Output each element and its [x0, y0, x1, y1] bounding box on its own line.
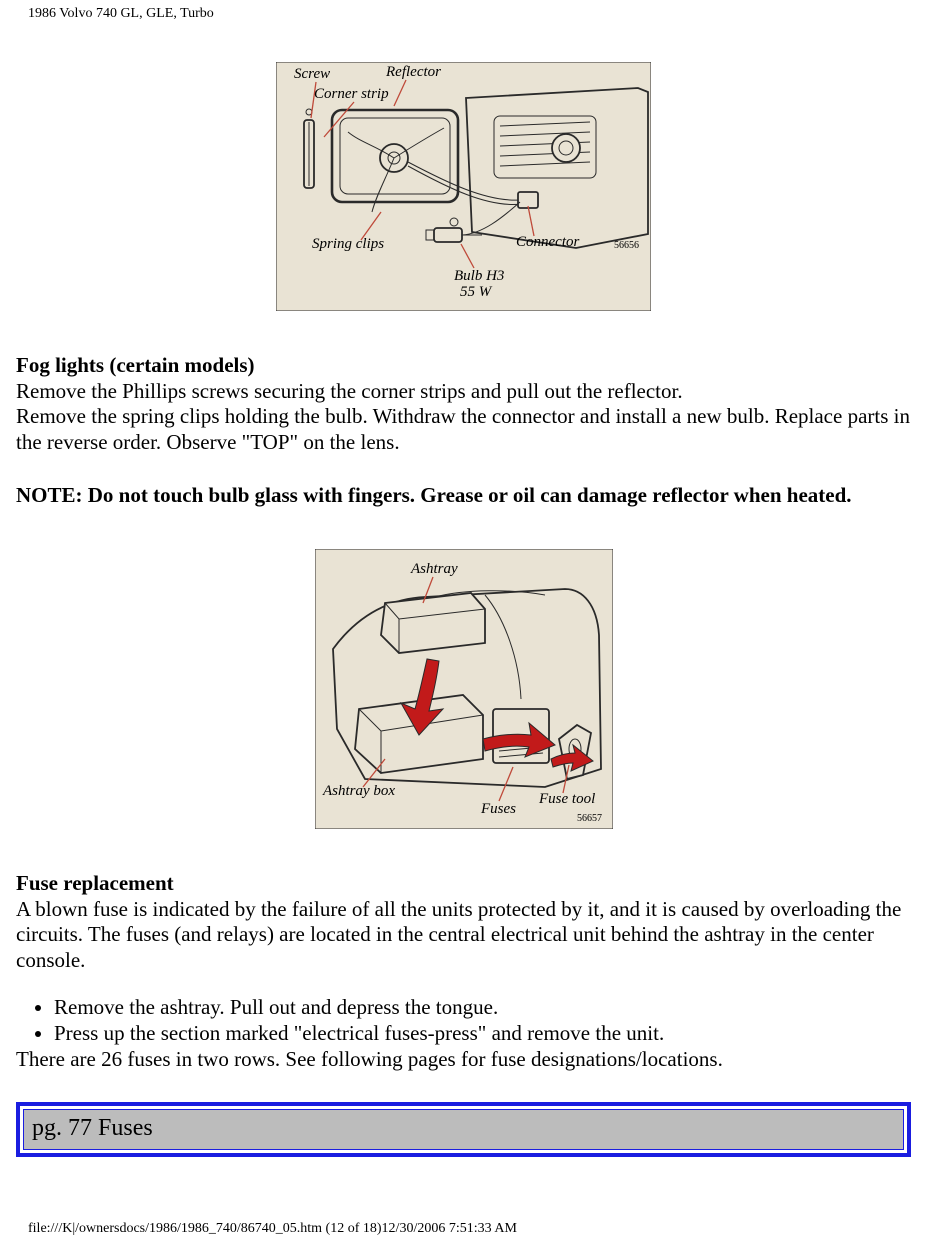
lbl-reflector: Reflector	[385, 64, 441, 80]
section2-p1: A blown fuse is indicated by the failure…	[16, 897, 901, 972]
footer-text: file:///K|/ownersdocs/1986/1986_740/8674…	[28, 1221, 517, 1236]
lbl-corner: Corner strip	[314, 86, 389, 102]
page-band: pg. 77 Fuses	[0, 1102, 927, 1157]
lbl-ashtray: Ashtray	[410, 561, 458, 577]
lbl-partno2: 56657	[577, 813, 602, 824]
lbl-fusetool: Fuse tool	[538, 791, 595, 807]
lbl-springclips: Spring clips	[312, 236, 384, 252]
lbl-bulb-l2: 55 W	[460, 284, 493, 300]
page-header: 1986 Volvo 740 GL, GLE, Turbo	[0, 0, 927, 22]
page-band-text: pg. 77 Fuses	[23, 1109, 904, 1150]
fuses-svg: Ashtray Ashtray box Fuses Fuse tool 5665…	[315, 549, 613, 829]
section1-p2: Remove the spring clips holding the bulb…	[16, 404, 910, 454]
section2-title: Fuse replacement	[16, 871, 174, 895]
page-footer: file:///K|/ownersdocs/1986/1986_740/8674…	[0, 1157, 927, 1237]
lbl-screw: Screw	[294, 66, 330, 82]
main-content: Screw Corner strip Reflector Spring clip…	[0, 62, 927, 1072]
foglight-svg: Screw Corner strip Reflector Spring clip…	[276, 62, 651, 311]
section1-title: Fog lights (certain models)	[16, 353, 255, 377]
header-title: 1986 Volvo 740 GL, GLE, Turbo	[28, 6, 214, 21]
section1: Fog lights (certain models) Remove the P…	[16, 353, 911, 455]
lbl-fuses: Fuses	[480, 801, 516, 817]
list-item: Remove the ashtray. Pull out and depress…	[54, 995, 911, 1021]
diagram-fuses: Ashtray Ashtray box Fuses Fuse tool 5665…	[16, 549, 911, 835]
lbl-connector: Connector	[516, 234, 579, 250]
lbl-ashtraybox: Ashtray box	[322, 783, 395, 799]
list-item: Press up the section marked "electrical …	[54, 1021, 911, 1047]
section2: Fuse replacement A blown fuse is indicat…	[16, 871, 911, 973]
section1-p1: Remove the Phillips screws securing the …	[16, 379, 683, 403]
lbl-partno1: 56656	[614, 240, 639, 251]
section2-p2: There are 26 fuses in two rows. See foll…	[16, 1047, 911, 1073]
section1-note: NOTE: Do not touch bulb glass with finge…	[16, 483, 911, 509]
diagram-foglight: Screw Corner strip Reflector Spring clip…	[16, 62, 911, 317]
section2-steps: Remove the ashtray. Pull out and depress…	[16, 995, 911, 1046]
lbl-bulb-l1: Bulb H3	[454, 268, 504, 284]
